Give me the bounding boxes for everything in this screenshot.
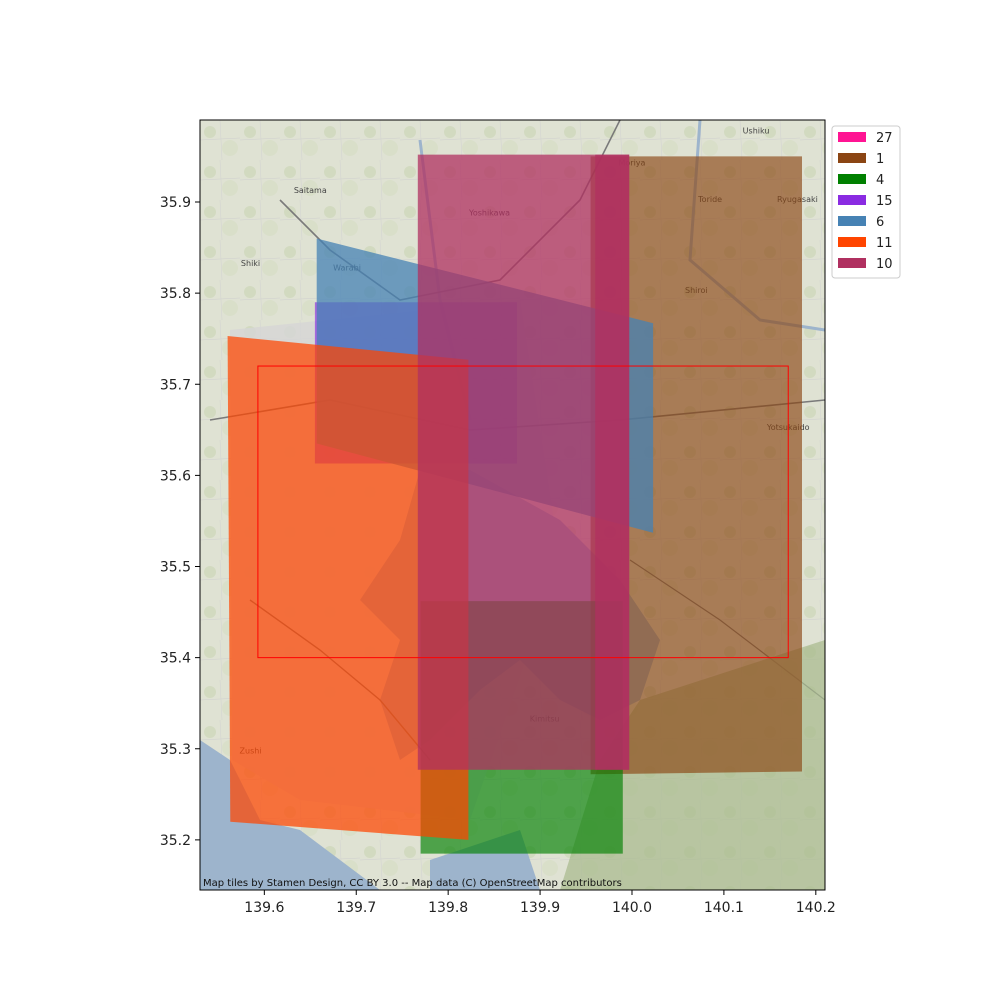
map-attribution: Map tiles by Stamen Design, CC BY 3.0 --… [203,878,622,889]
legend-label-11: 11 [876,236,893,251]
axes-frame [199,119,826,891]
legend-label-10: 10 [876,257,893,272]
area-of-interest-outline [257,365,789,659]
y-tick-label: 35.7 [160,377,191,393]
legend-swatch-1 [838,153,866,163]
y-tick-label: 35.8 [160,286,191,302]
legend-label-4: 4 [876,173,884,188]
place-label-ushiku: Ushiku [743,127,770,136]
legend-swatch-15 [838,195,866,205]
x-axis: 139.6 139.7 139.8 139.9 140.0 140.1 140.2 [244,890,836,916]
polygon-series-10 [417,154,630,770]
polygon-series-1 [590,156,802,775]
x-tick-label: 139.8 [428,900,468,916]
y-tick-label: 35.4 [160,651,191,667]
x-tick-label: 140.0 [612,900,652,916]
place-label-saitama: Saitama [294,186,327,195]
polygon-series-11 [227,336,469,840]
place-label-shiki: Shiki [241,259,260,268]
y-tick-label: 35.6 [160,468,191,484]
legend-label-27: 27 [876,131,893,146]
y-axis: 35.2 35.3 35.4 35.5 35.6 35.7 35.8 35.9 [160,195,200,849]
legend-label-15: 15 [876,194,893,209]
x-tick-label: 139.7 [336,900,376,916]
x-tick-label: 140.1 [704,900,744,916]
legend-swatch-10 [838,258,866,268]
coverage-polygons [227,154,802,854]
y-tick-label: 35.5 [160,560,191,576]
y-tick-label: 35.2 [160,833,191,849]
y-tick-label: 35.9 [160,195,191,211]
legend-swatch-6 [838,216,866,226]
sea-southwest [200,740,380,890]
legend-label-1: 1 [876,152,884,167]
legend-swatch-27 [838,132,866,142]
legend-swatch-11 [838,237,866,247]
x-tick-label: 140.2 [796,900,836,916]
legend-swatch-4 [838,174,866,184]
polygon-series-10-1 [595,154,630,770]
x-tick-label: 139.9 [520,900,560,916]
legend-label-6: 6 [876,215,884,230]
legend: 27 1 4 15 6 11 10 [831,125,901,279]
x-tick-label: 139.6 [244,900,284,916]
y-tick-label: 35.3 [160,742,191,758]
